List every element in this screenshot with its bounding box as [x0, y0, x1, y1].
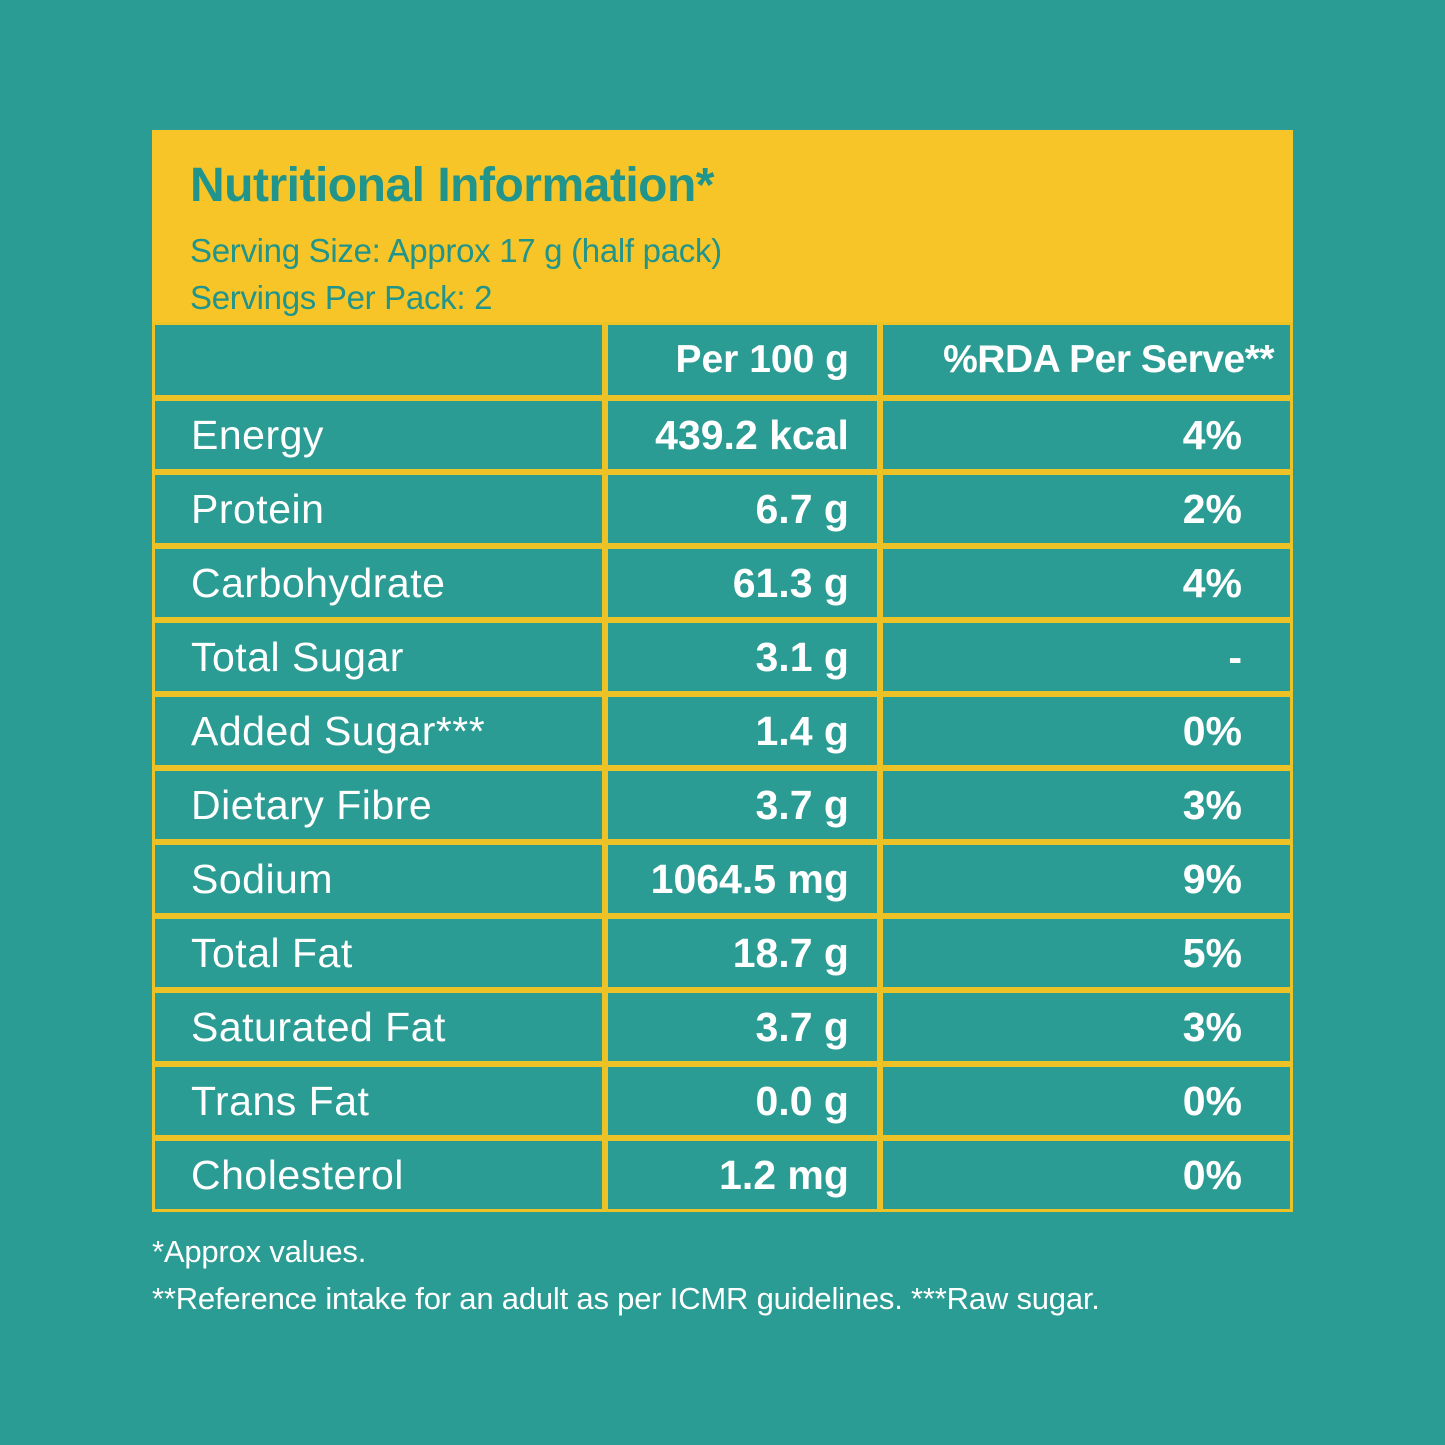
row-per-100g-value: 61.3 g [604, 546, 880, 620]
table-row-dietary-fibre: Dietary Fibre 3.7 g 3% [152, 768, 1293, 842]
row-label: Protein [152, 472, 605, 546]
row-per-100g-value: 1.4 g [604, 694, 880, 768]
row-per-100g-value: 18.7 g [604, 916, 880, 990]
row-per-100g-value: 1.2 mg [604, 1138, 880, 1212]
column-header-per-100g: Per 100 g [604, 322, 880, 398]
row-per-100g-value: 3.1 g [604, 620, 880, 694]
row-label: Total Sugar [152, 620, 605, 694]
row-rda-value: 9% [879, 842, 1293, 916]
row-label: Saturated Fat [152, 990, 605, 1064]
nutrition-panel: Nutritional Information* Serving Size: A… [152, 130, 1293, 1322]
row-rda-value: 2% [879, 472, 1293, 546]
row-label: Sodium [152, 842, 605, 916]
row-rda-value: 4% [879, 398, 1293, 472]
footnote-approx-values: *Approx values. [152, 1234, 367, 1269]
panel-title: Nutritional Information* [190, 159, 714, 212]
footnote-reference-intake: **Reference intake for an adult as per I… [152, 1281, 1100, 1316]
serving-size-text: Serving Size: Approx 17 g (half pack) [190, 232, 722, 269]
row-label: Energy [152, 398, 605, 472]
row-rda-value: 3% [879, 990, 1293, 1064]
row-per-100g-value: 1064.5 mg [604, 842, 880, 916]
row-rda-value: - [879, 620, 1293, 694]
column-header-rda-per-serve: %RDA Per Serve** [879, 322, 1293, 398]
row-rda-value: 0% [879, 1138, 1293, 1212]
servings-per-pack-text: Servings Per Pack: 2 [190, 279, 493, 316]
table-header-row: Per 100 g %RDA Per Serve** [152, 322, 1293, 398]
table-row-added-sugar: Added Sugar*** 1.4 g 0% [152, 694, 1293, 768]
row-rda-value: 4% [879, 546, 1293, 620]
footnotes: *Approx values. **Reference intake for a… [152, 1228, 1293, 1322]
row-per-100g-value: 3.7 g [604, 768, 880, 842]
table-row-saturated-fat: Saturated Fat 3.7 g 3% [152, 990, 1293, 1064]
row-label: Total Fat [152, 916, 605, 990]
row-per-100g-value: 6.7 g [604, 472, 880, 546]
row-per-100g-value: 0.0 g [604, 1064, 880, 1138]
row-per-100g-value: 3.7 g [604, 990, 880, 1064]
nutrition-table: Per 100 g %RDA Per Serve** Energy 439.2 … [152, 322, 1293, 1212]
table-row-total-sugar: Total Sugar 3.1 g - [152, 620, 1293, 694]
row-label: Trans Fat [152, 1064, 605, 1138]
row-rda-value: 0% [879, 694, 1293, 768]
row-label: Carbohydrate [152, 546, 605, 620]
row-rda-value: 5% [879, 916, 1293, 990]
row-label: Cholesterol [152, 1138, 605, 1212]
column-header-blank [152, 322, 605, 398]
table-row-total-fat: Total Fat 18.7 g 5% [152, 916, 1293, 990]
panel-header: Nutritional Information* Serving Size: A… [152, 130, 1293, 322]
row-rda-value: 0% [879, 1064, 1293, 1138]
table-row-carbohydrate: Carbohydrate 61.3 g 4% [152, 546, 1293, 620]
row-rda-value: 3% [879, 768, 1293, 842]
table-row-cholesterol: Cholesterol 1.2 mg 0% [152, 1138, 1293, 1212]
table-row-trans-fat: Trans Fat 0.0 g 0% [152, 1064, 1293, 1138]
row-label: Dietary Fibre [152, 768, 605, 842]
table-row-protein: Protein 6.7 g 2% [152, 472, 1293, 546]
table-row-sodium: Sodium 1064.5 mg 9% [152, 842, 1293, 916]
row-per-100g-value: 439.2 kcal [604, 398, 880, 472]
row-label: Added Sugar*** [152, 694, 605, 768]
table-row-energy: Energy 439.2 kcal 4% [152, 398, 1293, 472]
